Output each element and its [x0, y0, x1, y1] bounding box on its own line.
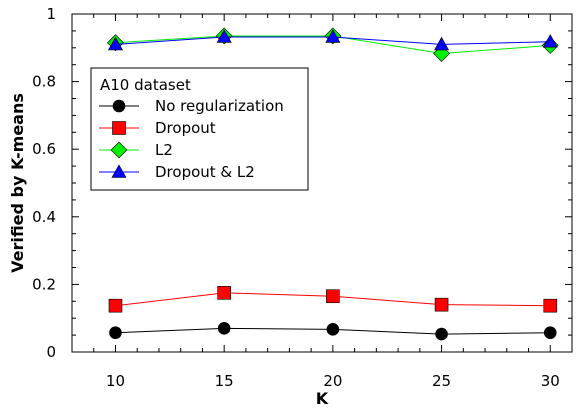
x-tick-label: 30 — [541, 372, 560, 390]
data-point — [109, 326, 122, 340]
series-0 — [109, 322, 557, 341]
legend-entry: Dropout — [99, 119, 216, 137]
data-point — [326, 323, 340, 336]
legend-marker — [112, 121, 126, 135]
y-tick-label: 1 — [46, 5, 56, 23]
legend-title: A10 dataset — [100, 76, 191, 94]
data-point — [325, 29, 341, 43]
y-tick-label: 0.6 — [32, 140, 56, 158]
data-point — [543, 298, 558, 313]
legend-marker — [111, 164, 127, 178]
x-tick-label: 20 — [323, 372, 342, 390]
data-point — [434, 36, 450, 51]
legend-box — [90, 67, 309, 191]
y-tick-label: 0.2 — [32, 275, 56, 293]
series-1 — [108, 286, 558, 313]
legend-marker — [112, 99, 126, 113]
y-axis-title: Verified by K-means — [8, 93, 27, 273]
y-tick-label: 0 — [46, 343, 56, 361]
x-axis-title: K — [316, 389, 329, 408]
series-layer — [107, 27, 559, 341]
data-point — [435, 327, 448, 341]
data-point — [217, 322, 231, 335]
legend-label: Dropout — [155, 119, 216, 137]
data-point — [326, 289, 340, 304]
data-point — [434, 297, 449, 312]
legend-marker — [110, 141, 128, 159]
legend-label: Dropout & L2 — [155, 163, 255, 181]
data-point — [107, 36, 123, 51]
data-point — [543, 326, 557, 340]
legend-label: L2 — [155, 141, 173, 159]
series-3 — [107, 29, 558, 51]
legend-label: No regularization — [155, 97, 284, 115]
legend-entry: L2 — [99, 141, 173, 159]
data-point — [216, 29, 232, 43]
x-tick-label: 10 — [106, 372, 125, 390]
y-tick-label: 0.4 — [32, 208, 56, 226]
y-tick-label: 0.8 — [32, 73, 56, 91]
data-point — [542, 34, 558, 48]
legend-entry: No regularization — [99, 97, 284, 115]
legend-entry: Dropout & L2 — [99, 163, 255, 181]
x-tick-label: 15 — [215, 372, 234, 390]
axis-ticks: 10 15 20 25 30 0 0.2 0.4 0.6 0.8 1 — [32, 5, 573, 390]
data-point — [108, 298, 123, 313]
legend: A10 dataset No regularization Dropout L2 Dr… — [90, 67, 309, 191]
data-point — [217, 286, 231, 300]
x-tick-label: 25 — [432, 372, 451, 390]
